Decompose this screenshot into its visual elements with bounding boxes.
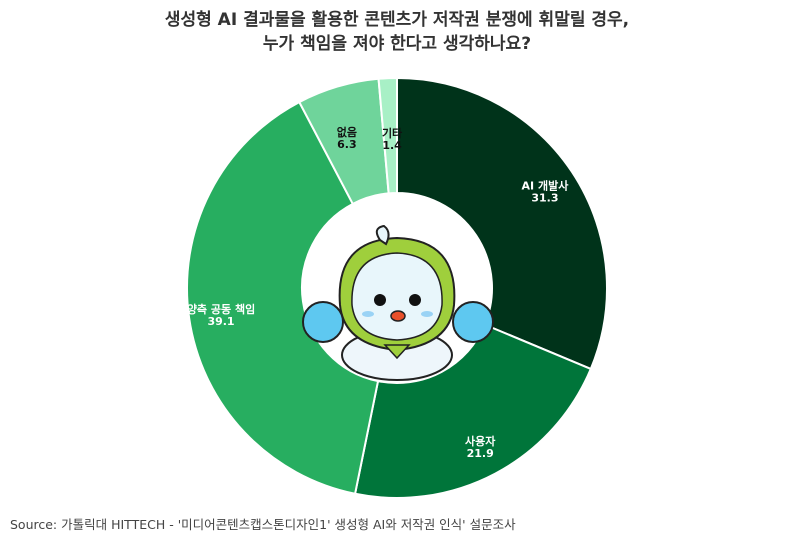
slice-1 bbox=[353, 323, 593, 499]
slice-label-3: 없음6.3 bbox=[337, 126, 357, 151]
chart-title: 생성형 AI 결과물을 활용한 콘텐츠가 저작권 분쟁에 휘말릴 경우, 누가 … bbox=[0, 8, 794, 56]
mascot-image bbox=[302, 224, 494, 381]
slice-category-label: 양측 공동 책임 bbox=[187, 302, 255, 316]
slice-value-label: 21.9 bbox=[467, 447, 494, 460]
title-line-1: 생성형 AI 결과물을 활용한 콘텐츠가 저작권 분쟁에 휘말릴 경우, bbox=[164, 10, 630, 30]
slice-4 bbox=[377, 76, 398, 195]
slice-category-label: 기타 bbox=[382, 126, 403, 140]
slice-value-label: 39.1 bbox=[207, 315, 234, 328]
slice-category-label: AI 개발사 bbox=[522, 178, 570, 192]
slice-category-label: 사용자 bbox=[465, 434, 496, 448]
slice-value-label: 31.3 bbox=[531, 191, 558, 204]
slice-0 bbox=[396, 76, 608, 371]
slice-label-4: 기타1.4 bbox=[382, 126, 403, 152]
slice-value-label: 6.3 bbox=[337, 138, 357, 151]
title-line-2: 누가 책임을 져야 한다고 생각하나요? bbox=[262, 34, 532, 54]
slice-value-label: 1.4 bbox=[382, 139, 402, 152]
source-note: Source: 가톨릭대 HITTECH - '미디어콘텐츠캡스톤디자인1' 생… bbox=[10, 517, 516, 532]
slice-category-label: 없음 bbox=[337, 126, 357, 139]
